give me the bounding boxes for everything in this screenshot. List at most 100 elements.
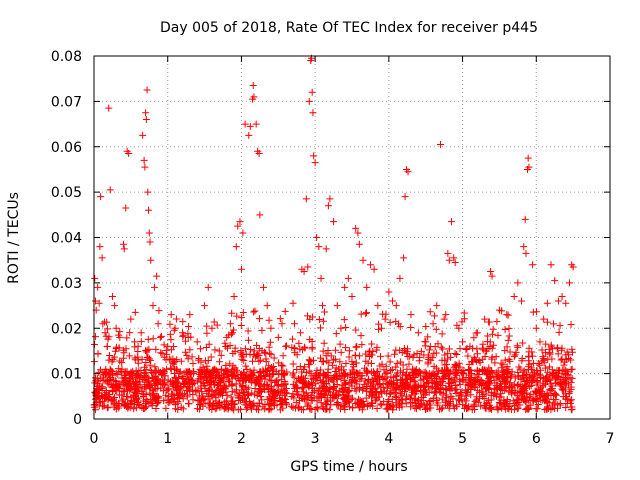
data-point xyxy=(124,400,132,408)
data-point xyxy=(301,363,309,371)
data-point xyxy=(258,375,266,383)
data-point xyxy=(477,402,485,410)
data-point xyxy=(366,261,374,269)
data-point xyxy=(204,283,212,291)
data-point xyxy=(194,377,202,385)
data-point xyxy=(253,392,261,400)
data-point xyxy=(408,388,416,396)
data-point xyxy=(108,396,116,404)
data-point xyxy=(562,403,570,411)
data-point xyxy=(234,222,242,230)
data-point xyxy=(435,375,443,383)
data-point xyxy=(112,324,120,332)
data-point xyxy=(348,374,356,382)
data-point xyxy=(510,292,518,300)
data-point xyxy=(501,356,509,364)
data-point xyxy=(394,320,402,328)
data-point xyxy=(164,342,172,350)
data-point xyxy=(236,218,244,226)
data-point xyxy=(203,329,211,337)
data-point xyxy=(323,400,331,408)
data-point xyxy=(473,345,481,353)
data-point xyxy=(556,322,564,330)
data-point xyxy=(240,388,248,396)
data-point xyxy=(513,405,521,413)
data-point xyxy=(289,299,297,307)
data-point xyxy=(246,374,254,382)
data-point xyxy=(487,268,495,276)
data-point xyxy=(456,378,464,386)
data-point xyxy=(534,359,542,367)
data-point xyxy=(231,372,239,380)
data-point xyxy=(352,224,360,232)
data-point xyxy=(336,358,344,366)
data-point xyxy=(198,378,206,386)
data-point xyxy=(333,376,341,384)
data-point xyxy=(105,104,113,112)
data-point xyxy=(247,369,255,377)
data-point xyxy=(303,312,311,320)
data-point xyxy=(550,320,558,328)
data-point xyxy=(153,272,161,280)
x-tick-label: 0 xyxy=(90,431,99,447)
data-point xyxy=(108,388,116,396)
data-point xyxy=(147,256,155,264)
data-point xyxy=(503,343,511,351)
data-point xyxy=(109,355,117,363)
data-point xyxy=(253,342,261,350)
y-tick-label: 0.05 xyxy=(51,185,82,201)
data-point xyxy=(214,391,222,399)
data-point xyxy=(518,357,526,365)
data-point xyxy=(365,391,373,399)
data-point xyxy=(275,370,283,378)
data-point xyxy=(412,390,420,398)
data-point xyxy=(251,307,259,315)
data-point xyxy=(316,324,324,332)
data-point xyxy=(520,243,528,251)
data-point xyxy=(152,405,160,413)
data-point xyxy=(476,358,484,366)
data-point xyxy=(328,361,336,369)
data-point xyxy=(231,400,239,408)
data-point xyxy=(548,345,556,353)
data-point xyxy=(295,391,303,399)
data-point xyxy=(170,343,178,351)
data-point xyxy=(567,399,575,407)
data-point xyxy=(354,229,362,237)
data-point xyxy=(102,386,110,394)
data-point xyxy=(488,353,496,361)
data-point xyxy=(532,389,540,397)
data-point xyxy=(111,302,119,310)
data-point xyxy=(491,379,499,387)
data-point xyxy=(345,387,353,395)
data-point xyxy=(278,361,286,369)
data-point xyxy=(518,297,526,305)
data-point xyxy=(142,358,150,366)
data-point xyxy=(249,81,257,89)
data-point xyxy=(154,384,162,392)
data-point xyxy=(165,355,173,363)
data-point xyxy=(108,292,116,300)
data-point xyxy=(91,333,99,341)
data-point xyxy=(447,392,455,400)
data-point xyxy=(166,320,174,328)
data-point xyxy=(448,218,456,226)
data-point xyxy=(245,391,253,398)
data-point xyxy=(276,397,284,405)
data-point xyxy=(306,315,314,323)
data-point xyxy=(540,355,548,363)
data-point xyxy=(505,332,513,340)
data-point xyxy=(453,385,461,393)
data-point xyxy=(478,344,486,352)
data-point xyxy=(281,379,289,387)
data-point xyxy=(315,243,323,251)
data-point xyxy=(123,403,131,411)
data-point xyxy=(252,353,260,361)
data-point xyxy=(389,297,397,305)
data-point xyxy=(238,314,246,322)
data-point xyxy=(480,401,488,409)
data-point xyxy=(171,324,179,332)
data-point xyxy=(523,370,531,378)
x-tick-label: 1 xyxy=(163,431,172,447)
data-point xyxy=(330,382,338,390)
